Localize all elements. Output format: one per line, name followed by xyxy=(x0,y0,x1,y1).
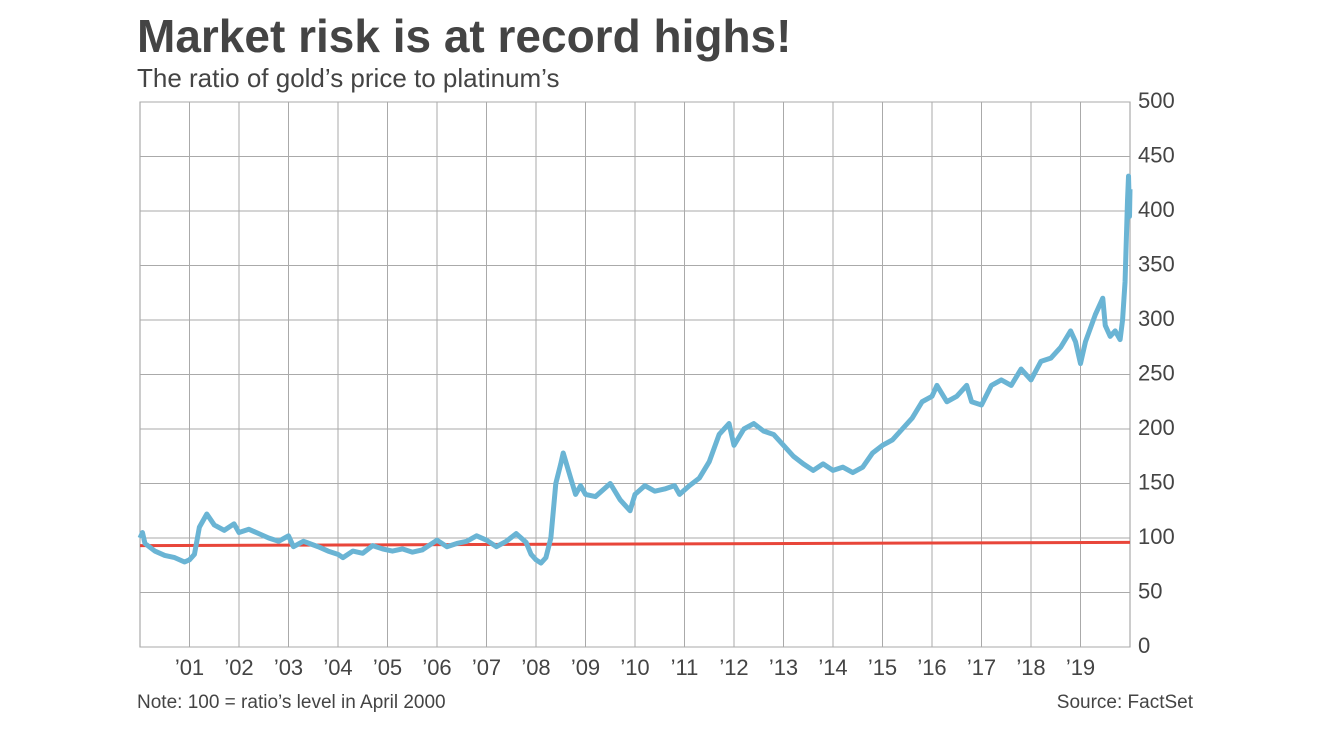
x-tick-label: ’14 xyxy=(818,655,847,680)
x-tick-label: ’15 xyxy=(868,655,897,680)
x-tick-label: ’08 xyxy=(521,655,550,680)
x-tick-label: ’10 xyxy=(620,655,649,680)
source: Source: FactSet xyxy=(1057,692,1194,713)
x-tick-label: ’06 xyxy=(422,655,451,680)
x-tick-label: ’11 xyxy=(671,655,699,680)
x-tick-label: ’01 xyxy=(175,655,204,680)
chart-title: Market risk is at record highs! xyxy=(137,10,791,62)
y-tick-label: 0 xyxy=(1138,633,1150,658)
y-tick-label: 100 xyxy=(1138,524,1175,549)
x-tick-label: ’05 xyxy=(373,655,402,680)
x-tick-label: ’09 xyxy=(571,655,600,680)
y-tick-label: 250 xyxy=(1138,360,1175,385)
x-tick-label: ’02 xyxy=(224,655,253,680)
y-tick-label: 300 xyxy=(1138,306,1175,331)
x-tick-label: ’18 xyxy=(1016,655,1045,680)
data-line xyxy=(137,173,1133,566)
x-tick-label: ’13 xyxy=(769,655,798,680)
y-tick-label: 350 xyxy=(1138,251,1175,276)
y-tick-label: 200 xyxy=(1138,415,1175,440)
y-tick-label: 500 xyxy=(1138,88,1175,113)
x-tick-label: ’19 xyxy=(1066,655,1095,680)
y-tick-label: 50 xyxy=(1138,578,1162,603)
y-tick-label: 400 xyxy=(1138,197,1175,222)
x-tick-label: ’16 xyxy=(917,655,946,680)
x-tick-label: ’12 xyxy=(719,655,748,680)
x-tick-label: ’04 xyxy=(323,655,352,680)
x-tick-label: ’03 xyxy=(274,655,303,680)
x-tick-label: ’07 xyxy=(472,655,501,680)
y-tick-label: 450 xyxy=(1138,142,1175,167)
data-line xyxy=(139,540,1131,548)
chart-subtitle: The ratio of gold’s price to platinum’s xyxy=(137,63,560,93)
x-tick-label: ’17 xyxy=(967,655,996,680)
y-tick-label: 150 xyxy=(1138,469,1175,494)
note: Note: 100 = ratio’s level in April 2000 xyxy=(137,692,446,713)
